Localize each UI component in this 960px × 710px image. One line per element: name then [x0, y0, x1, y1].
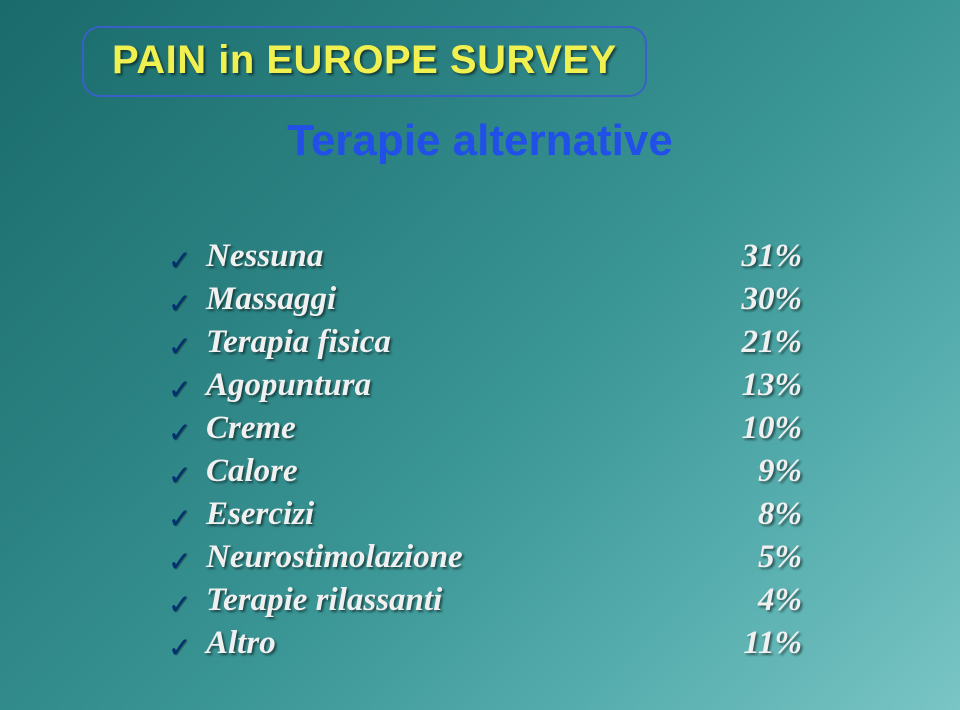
check-icon: ✓ — [168, 334, 206, 362]
check-icon: ✓ — [168, 549, 206, 577]
list-item: ✓ Neurostimolazione 5% — [168, 539, 808, 576]
item-label: Neurostimolazione — [206, 539, 698, 576]
list-item: ✓ Nessuna 31% — [168, 238, 808, 275]
item-value: 30% — [698, 281, 808, 318]
check-icon: ✓ — [168, 248, 206, 276]
check-icon: ✓ — [168, 291, 206, 319]
item-label: Esercizi — [206, 496, 698, 533]
item-value: 21% — [698, 324, 808, 361]
item-value: 13% — [698, 367, 808, 404]
title-box: PAIN in EUROPE SURVEY — [82, 26, 647, 97]
item-label: Altro — [206, 625, 698, 662]
item-value: 5% — [698, 539, 808, 576]
check-icon: ✓ — [168, 506, 206, 534]
item-value: 8% — [698, 496, 808, 533]
item-value: 11% — [698, 625, 808, 662]
check-icon: ✓ — [168, 463, 206, 491]
list-item: ✓ Altro 11% — [168, 625, 808, 662]
slide-subtitle: Terapie alternative — [0, 116, 960, 166]
item-value: 9% — [698, 453, 808, 490]
item-value: 31% — [698, 238, 808, 275]
list-item: ✓ Terapia fisica 21% — [168, 324, 808, 361]
item-value: 10% — [698, 410, 808, 447]
list-item: ✓ Creme 10% — [168, 410, 808, 447]
list-item: ✓ Massaggi 30% — [168, 281, 808, 318]
item-label: Terapia fisica — [206, 324, 698, 361]
check-icon: ✓ — [168, 592, 206, 620]
item-label: Calore — [206, 453, 698, 490]
item-label: Terapie rilassanti — [206, 582, 698, 619]
slide-title: PAIN in EUROPE SURVEY — [112, 38, 617, 83]
list-item: ✓ Terapie rilassanti 4% — [168, 582, 808, 619]
item-label: Massaggi — [206, 281, 698, 318]
item-label: Nessuna — [206, 238, 698, 275]
list-item: ✓ Esercizi 8% — [168, 496, 808, 533]
item-label: Creme — [206, 410, 698, 447]
check-icon: ✓ — [168, 420, 206, 448]
check-icon: ✓ — [168, 635, 206, 663]
list-item: ✓ Agopuntura 13% — [168, 367, 808, 404]
therapy-list: ✓ Nessuna 31% ✓ Massaggi 30% ✓ Terapia f… — [168, 238, 808, 668]
item-value: 4% — [698, 582, 808, 619]
list-item: ✓ Calore 9% — [168, 453, 808, 490]
item-label: Agopuntura — [206, 367, 698, 404]
check-icon: ✓ — [168, 377, 206, 405]
